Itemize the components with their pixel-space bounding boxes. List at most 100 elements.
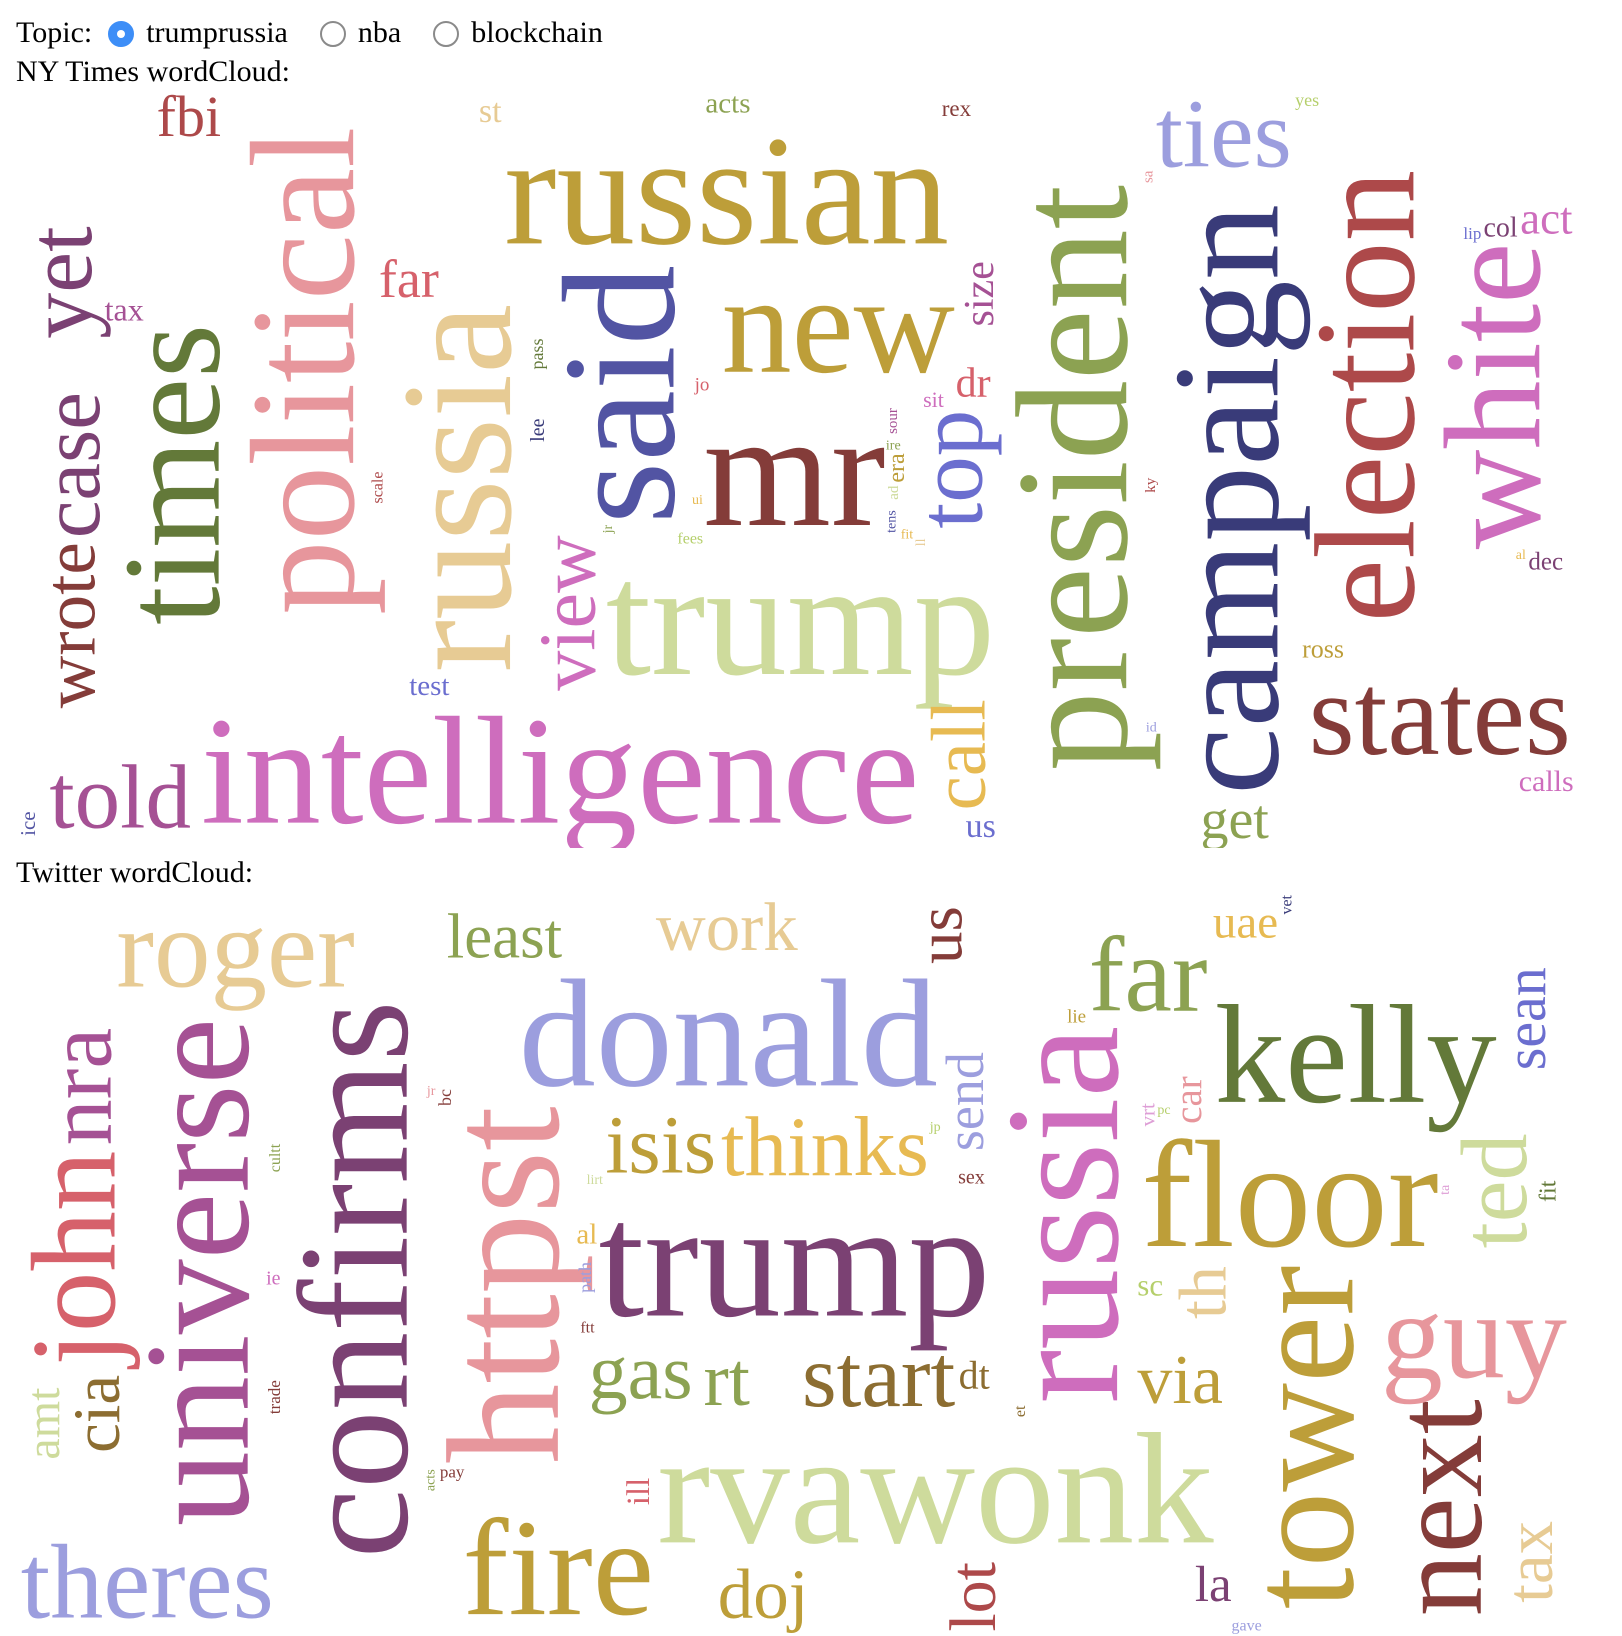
nytimes-word: told	[49, 746, 191, 847]
nytimes-word: ross	[1302, 635, 1344, 664]
twitter-word: vrt	[1135, 1103, 1159, 1126]
twitter-word: ftt	[580, 1319, 595, 1336]
nytimes-word: president	[983, 185, 1161, 771]
nytimes-word: get	[1200, 789, 1269, 848]
twitter-word: doj	[718, 1556, 809, 1634]
twitter-word: path	[575, 1262, 595, 1293]
twitter-word: acts	[423, 1469, 438, 1491]
twitter-word: confirms	[267, 1000, 441, 1558]
twitter-word: russia	[974, 1026, 1153, 1404]
twitter-word: uae	[1213, 897, 1278, 949]
twitter-word: gave	[1232, 1618, 1262, 1635]
nytimes-word: russia	[370, 304, 545, 673]
twitter-word: nra	[28, 1028, 130, 1145]
twitter-word: httpst	[415, 1106, 593, 1464]
twitter-word: fit	[1535, 1180, 1561, 1202]
nytimes-word: acts	[705, 88, 750, 119]
twitter-word: lirt	[587, 1173, 603, 1188]
twitter-word: sex	[958, 1167, 985, 1189]
twitter-word: jr	[426, 1084, 436, 1099]
nytimes-wordcloud-svg: kidmrtrumpsaidpresidentrussiarussianinte…	[16, 88, 1574, 848]
nytimes-word: ui	[692, 493, 703, 508]
nytimes-word: white	[1416, 243, 1569, 550]
nytimes-word: political	[221, 127, 386, 615]
twitter-word: bc	[435, 1089, 455, 1106]
nytimes-word: st	[479, 93, 502, 130]
twitter-word: ie	[266, 1267, 281, 1289]
radio-nba[interactable]	[319, 21, 346, 47]
radio-label-nba[interactable]: nba	[357, 16, 402, 49]
twitter-word: far	[1089, 917, 1208, 1035]
nytimes-word: sa	[1141, 170, 1157, 183]
nytimes-word: lee	[527, 418, 549, 441]
twitter-word: fire	[463, 1491, 655, 1636]
twitter-word: ted	[1443, 1134, 1547, 1249]
twitter-word: th	[1164, 1266, 1240, 1319]
nytimes-word: tens	[884, 510, 899, 533]
nytimes-word: era	[884, 453, 910, 483]
svg-text:left: left	[16, 892, 35, 896]
twitter-word: sc	[1137, 1268, 1163, 1303]
nytimes-word: us	[966, 808, 996, 845]
nytimes-word: ad	[886, 485, 902, 500]
nytimes-word: view	[525, 535, 613, 691]
twitter-word: donald	[519, 949, 938, 1119]
nytimes-wordcloud-title: NY Times wordCloud:	[16, 55, 290, 88]
nytimes-word: yet	[16, 226, 111, 339]
nytimes-word: election	[1286, 170, 1444, 623]
nytimes-word: fees	[677, 530, 703, 547]
twitter-word: theres	[21, 1524, 274, 1636]
twitter-word: floor	[1141, 1111, 1438, 1280]
radio-label-trumprussia[interactable]: trumprussia	[146, 16, 288, 49]
nytimes-word: jo	[694, 374, 710, 395]
twitter-word: rt	[703, 1338, 749, 1422]
twitter-word: rvawonk	[657, 1401, 1214, 1577]
twitter-wordcloud-title: Twitter wordCloud:	[16, 856, 254, 889]
nytimes-word: test	[409, 670, 449, 702]
nytimes-word: tax	[105, 291, 144, 327]
twitter-word: car	[1167, 1076, 1210, 1124]
nytimes-word: case	[24, 392, 118, 538]
nytimes-word: ties	[1156, 88, 1292, 189]
nytimes-word: mr	[703, 380, 885, 561]
nytimes-word: ll	[914, 538, 929, 546]
nytimes-word: jr	[601, 524, 616, 534]
radio-blockchain[interactable]	[433, 21, 460, 47]
twitter-word: via	[1137, 1342, 1223, 1419]
nytimes-word: times	[96, 324, 250, 625]
radio-trumprussia[interactable]	[108, 21, 135, 47]
nytimes-word: fbi	[157, 88, 221, 149]
twitter-word: send	[935, 1052, 995, 1151]
nytimes-word: top	[900, 410, 1003, 529]
twitter-word: gas	[589, 1328, 693, 1415]
twitter-word: la	[1195, 1557, 1232, 1613]
twitter-word: kelly	[1215, 977, 1497, 1133]
twitter-word: pay	[440, 1462, 465, 1481]
nytimes-word: yes	[1295, 90, 1319, 110]
twitter-word: guy	[1381, 1267, 1567, 1404]
nytimes-word: scale	[370, 472, 387, 504]
svg-text:kid: kid	[16, 88, 34, 92]
twitter-word: al	[576, 1218, 597, 1250]
nytimes-word: ice	[16, 811, 40, 835]
nytimes-word: act	[1520, 194, 1573, 244]
nytimes-word: said	[530, 265, 708, 524]
nytimes-word: al	[1516, 548, 1526, 563]
twitter-word: ta	[1438, 1184, 1453, 1195]
twitter-word: work	[656, 892, 798, 965]
nytimes-word: ire	[886, 438, 901, 453]
nytimes-word: call	[916, 699, 1002, 810]
twitter-wordcloud-svg: left trumprussia httpst rvawonk confirms dona…	[16, 892, 1567, 1636]
nytimes-word: rex	[942, 96, 972, 121]
nytimes-word: wrote	[29, 542, 110, 708]
twitter-word: start	[802, 1328, 956, 1426]
radio-label-blockchain[interactable]: blockchain	[471, 16, 603, 49]
nytimes-word: sour	[885, 408, 901, 434]
nytimes-word: trump	[606, 530, 995, 710]
twitter-word: dt	[959, 1352, 990, 1397]
twitter-word: next	[1370, 1399, 1509, 1616]
nytimes-word: pass	[527, 339, 547, 370]
twitter-word: isis	[605, 1099, 716, 1191]
twitter-word: lie	[1067, 1006, 1086, 1027]
twitter-word: trade	[265, 1380, 284, 1414]
